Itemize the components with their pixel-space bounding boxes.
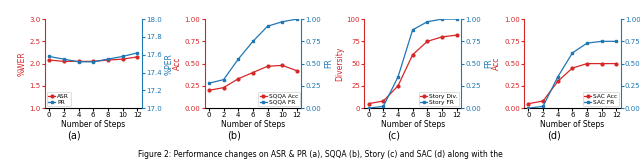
ASR bbox=[133, 56, 141, 58]
Line: PR: PR bbox=[48, 52, 139, 63]
Legend: SQQA Acc, SQQA FR: SQQA Acc, SQQA FR bbox=[258, 92, 300, 106]
Story Div. bbox=[365, 103, 372, 105]
Story FR bbox=[380, 105, 387, 107]
ASR bbox=[45, 59, 53, 61]
PR bbox=[118, 55, 126, 57]
Line: Story Div.: Story Div. bbox=[367, 34, 458, 105]
ASR bbox=[104, 59, 112, 61]
SAC FR bbox=[540, 105, 547, 107]
SQQA Acc bbox=[293, 70, 301, 72]
Story FR bbox=[424, 21, 431, 23]
Story Div. bbox=[424, 40, 431, 42]
X-axis label: Number of Steps: Number of Steps bbox=[381, 120, 445, 129]
SQQA FR bbox=[234, 58, 242, 60]
SQQA Acc bbox=[264, 65, 271, 67]
Story FR bbox=[365, 107, 372, 109]
Story FR bbox=[394, 76, 402, 78]
PR bbox=[90, 61, 97, 63]
Y-axis label: %WER: %WER bbox=[18, 51, 27, 76]
PR bbox=[75, 61, 83, 63]
Line: Story FR: Story FR bbox=[367, 18, 458, 110]
SAC FR bbox=[583, 42, 591, 44]
SQQA FR bbox=[249, 40, 257, 42]
SQQA FR bbox=[278, 21, 286, 23]
Story Div. bbox=[394, 85, 402, 87]
Y-axis label: Acc: Acc bbox=[492, 57, 501, 70]
ASR bbox=[90, 60, 97, 62]
X-axis label: Number of Steps: Number of Steps bbox=[221, 120, 285, 129]
SQQA Acc bbox=[234, 78, 242, 80]
Story FR bbox=[438, 18, 446, 20]
SAC FR bbox=[525, 107, 532, 109]
SQQA FR bbox=[205, 82, 212, 84]
Line: SQQA Acc: SQQA Acc bbox=[207, 64, 298, 92]
ASR bbox=[118, 58, 126, 60]
SAC FR bbox=[568, 52, 576, 54]
Text: (a): (a) bbox=[67, 130, 81, 140]
Legend: ASR, PR: ASR, PR bbox=[47, 92, 70, 106]
SQQA FR bbox=[264, 25, 271, 27]
ASR bbox=[75, 60, 83, 62]
Line: SAC Acc: SAC Acc bbox=[527, 62, 618, 105]
SQQA Acc bbox=[249, 72, 257, 73]
X-axis label: Number of Steps: Number of Steps bbox=[61, 120, 125, 129]
Story FR bbox=[409, 29, 417, 31]
Story Div. bbox=[453, 34, 461, 36]
Legend: SAC Acc, SAC FR: SAC Acc, SAC FR bbox=[582, 92, 619, 106]
SAC Acc bbox=[583, 63, 591, 65]
Text: (c): (c) bbox=[387, 130, 400, 140]
SAC FR bbox=[612, 40, 620, 42]
PR bbox=[45, 55, 53, 57]
SAC Acc bbox=[525, 103, 532, 105]
PR bbox=[60, 58, 68, 60]
SAC Acc bbox=[568, 67, 576, 69]
Legend: Story Div., Story FR: Story Div., Story FR bbox=[419, 92, 460, 106]
Text: Figure 2: Performance changes on ASR & PR (a), SQQA (b), Story (c) and SAC (d) a: Figure 2: Performance changes on ASR & P… bbox=[138, 150, 502, 159]
ASR bbox=[60, 60, 68, 62]
Story Div. bbox=[380, 100, 387, 102]
Y-axis label: Diversity: Diversity bbox=[335, 46, 344, 81]
Line: ASR: ASR bbox=[48, 55, 139, 63]
X-axis label: Number of Steps: Number of Steps bbox=[540, 120, 605, 129]
SAC Acc bbox=[612, 63, 620, 65]
PR bbox=[133, 52, 141, 54]
SAC FR bbox=[598, 40, 605, 42]
PR bbox=[104, 58, 112, 60]
SQQA FR bbox=[293, 18, 301, 20]
SAC Acc bbox=[598, 63, 605, 65]
SQQA Acc bbox=[205, 89, 212, 91]
Story FR bbox=[453, 18, 461, 20]
SAC Acc bbox=[554, 80, 561, 82]
SAC FR bbox=[554, 76, 561, 78]
SQQA FR bbox=[220, 79, 227, 81]
Y-axis label: FR: FR bbox=[324, 59, 333, 69]
Story Div. bbox=[409, 54, 417, 56]
Text: (d): (d) bbox=[547, 130, 561, 140]
Line: SQQA FR: SQQA FR bbox=[207, 18, 298, 85]
SAC Acc bbox=[540, 100, 547, 102]
Text: (b): (b) bbox=[227, 130, 241, 140]
SQQA Acc bbox=[278, 64, 286, 66]
Y-axis label: %PER: %PER bbox=[164, 53, 173, 75]
Line: SAC FR: SAC FR bbox=[527, 40, 618, 110]
Y-axis label: FR: FR bbox=[484, 59, 493, 69]
SQQA Acc bbox=[220, 87, 227, 89]
Y-axis label: Acc: Acc bbox=[173, 57, 182, 70]
Story Div. bbox=[438, 36, 446, 38]
